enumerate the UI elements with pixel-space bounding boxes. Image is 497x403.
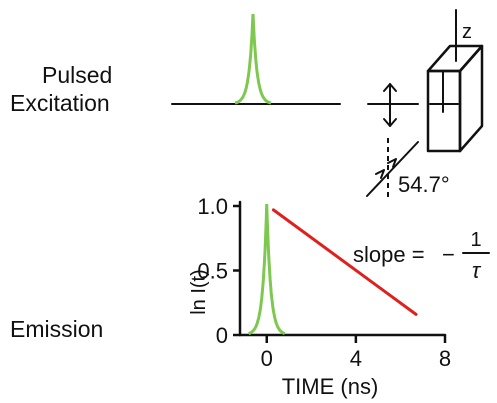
- polarizer-cuvette: z 54.7°: [366, 9, 484, 200]
- y-tick-label-1: 0.5: [197, 259, 228, 284]
- emission-pulse: [248, 203, 286, 336]
- x-axis-label: TIME (ns): [282, 374, 379, 399]
- y-axis-label: ln I(t): [188, 269, 210, 315]
- y-tick-label-0: 0: [216, 323, 228, 348]
- polarization-arrow-up-head: [383, 83, 397, 92]
- x-tick-label-2: 8: [439, 346, 451, 371]
- polarizer-angle-line: [366, 141, 419, 197]
- emission-chart: 0 0.5 1.0 0 4 8 ln I(t) TIME (ns) slope = − …: [188, 194, 490, 399]
- excitation-pulse: [234, 13, 272, 105]
- x-tick-label-0: 0: [261, 346, 273, 371]
- slope-text: slope =: [353, 242, 425, 267]
- slope-denominator: τ: [472, 258, 482, 283]
- y-tick-label-2: 1.0: [197, 194, 228, 219]
- x-ticks: 0 4 8: [261, 335, 451, 371]
- polarizer-arrow-head-2: [387, 158, 397, 168]
- x-tick-label-1: 4: [350, 346, 362, 371]
- angle-label: 54.7°: [398, 172, 450, 197]
- excitation-label-line2: Excitation: [10, 90, 110, 116]
- slope-minus: −: [442, 242, 455, 267]
- chart-series: [248, 203, 418, 336]
- cuvette-side-face: [458, 44, 484, 153]
- polarizer-arrow-head-1: [375, 169, 385, 179]
- slope-annotation: slope = − 1 τ: [353, 229, 490, 283]
- polarization-arrow-down-head: [383, 118, 397, 127]
- slope-numerator: 1: [470, 229, 481, 251]
- decay-line: [271, 208, 418, 316]
- z-axis-label: z: [462, 21, 472, 43]
- excitation-label-line1: Pulsed: [42, 62, 112, 88]
- emission-label: Emission: [10, 316, 103, 342]
- y-ticks: 0 0.5 1.0: [197, 194, 240, 348]
